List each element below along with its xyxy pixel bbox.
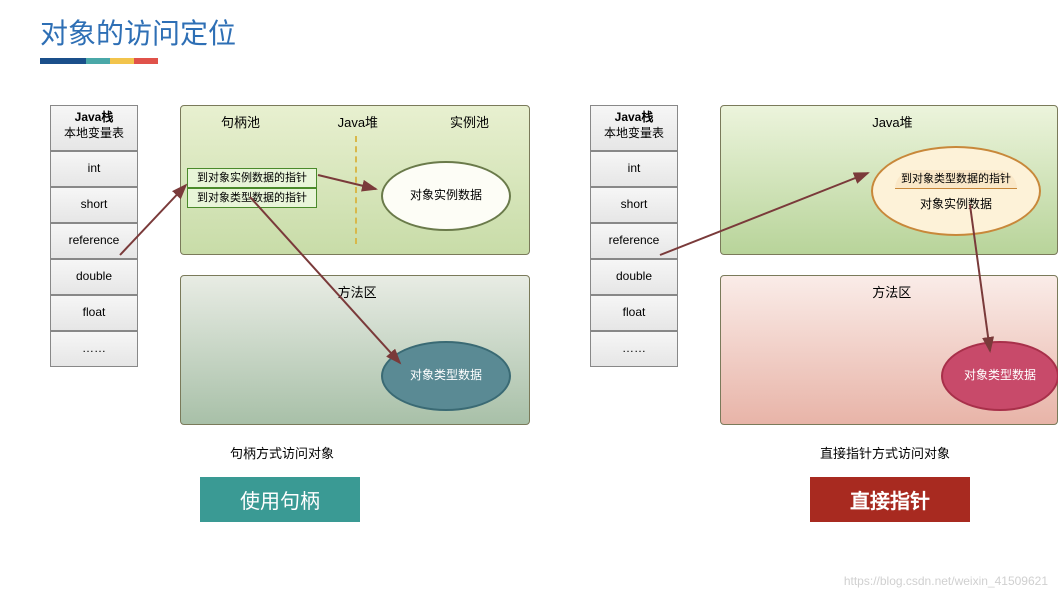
- heap-title-right: Java堆: [872, 112, 912, 131]
- stack-header-l2: 本地变量表: [64, 126, 124, 140]
- method-title-right: 方法区: [872, 282, 911, 301]
- stack-header-r-l2: 本地变量表: [604, 126, 664, 140]
- page-title: 对象的访问定位: [40, 12, 236, 52]
- heap-box-right: Java堆 到对象类型数据的指针 对象实例数据: [720, 105, 1058, 255]
- caption-left: 句柄方式访问对象: [230, 443, 334, 462]
- stack-item-float-r: float: [590, 295, 678, 331]
- stack-header-l1: Java栈: [75, 110, 114, 124]
- caption-right: 直接指针方式访问对象: [820, 443, 950, 462]
- stack-item-short: short: [50, 187, 138, 223]
- method-box-right: 方法区 对象类型数据: [720, 275, 1058, 425]
- instance-ellipse-left: 对象实例数据: [381, 161, 511, 231]
- badge-handle: 使用句柄: [200, 477, 360, 522]
- type-ellipse-left: 对象类型数据: [381, 341, 511, 411]
- accent-seg-3: [110, 58, 134, 64]
- accent-seg-2: [86, 58, 110, 64]
- accent-bar: [40, 58, 158, 64]
- stack-right: Java栈 本地变量表 int short reference double f…: [590, 105, 678, 367]
- stack-header-r-l1: Java栈: [615, 110, 654, 124]
- stack-header: Java栈 本地变量表: [50, 105, 138, 151]
- method-title-left: 方法区: [338, 282, 377, 301]
- stack-item-double: double: [50, 259, 138, 295]
- handle-row-2: 到对象类型数据的指针: [187, 188, 317, 208]
- stack-item-more-r: ……: [590, 331, 678, 367]
- stack-item-float: float: [50, 295, 138, 331]
- type-ellipse-right: 对象类型数据: [941, 341, 1058, 411]
- method-box-left: 方法区 对象类型数据: [180, 275, 530, 425]
- stack-item-more: ……: [50, 331, 138, 367]
- watermark: https://blog.csdn.net/weixin_41509621: [844, 574, 1048, 588]
- accent-seg-4: [134, 58, 158, 64]
- stack-left: Java栈 本地变量表 int short reference double f…: [50, 105, 138, 367]
- badge-pointer: 直接指针: [810, 477, 970, 522]
- stack-item-int-r: int: [590, 151, 678, 187]
- stack-item-double-r: double: [590, 259, 678, 295]
- stack-item-short-r: short: [590, 187, 678, 223]
- stack-item-reference-r: reference: [590, 223, 678, 259]
- stack-item-reference: reference: [50, 223, 138, 259]
- heap-divider: [355, 136, 357, 244]
- instance-ellipse-right: 到对象类型数据的指针 对象实例数据: [871, 146, 1041, 236]
- instance-top-row: 到对象类型数据的指针: [895, 170, 1017, 189]
- heap-box-left: Java堆 句柄池 实例池 到对象实例数据的指针 到对象类型数据的指针 对象实例…: [180, 105, 530, 255]
- stack-header-r: Java栈 本地变量表: [590, 105, 678, 151]
- stack-item-int: int: [50, 151, 138, 187]
- accent-seg-1: [40, 58, 86, 64]
- pool-right-label: 实例池: [450, 112, 489, 131]
- pool-left-label: 句柄池: [221, 112, 260, 131]
- handle-row-1: 到对象实例数据的指针: [187, 168, 317, 188]
- heap-title-left: Java堆: [338, 112, 378, 131]
- instance-bottom-label: 对象实例数据: [920, 189, 992, 213]
